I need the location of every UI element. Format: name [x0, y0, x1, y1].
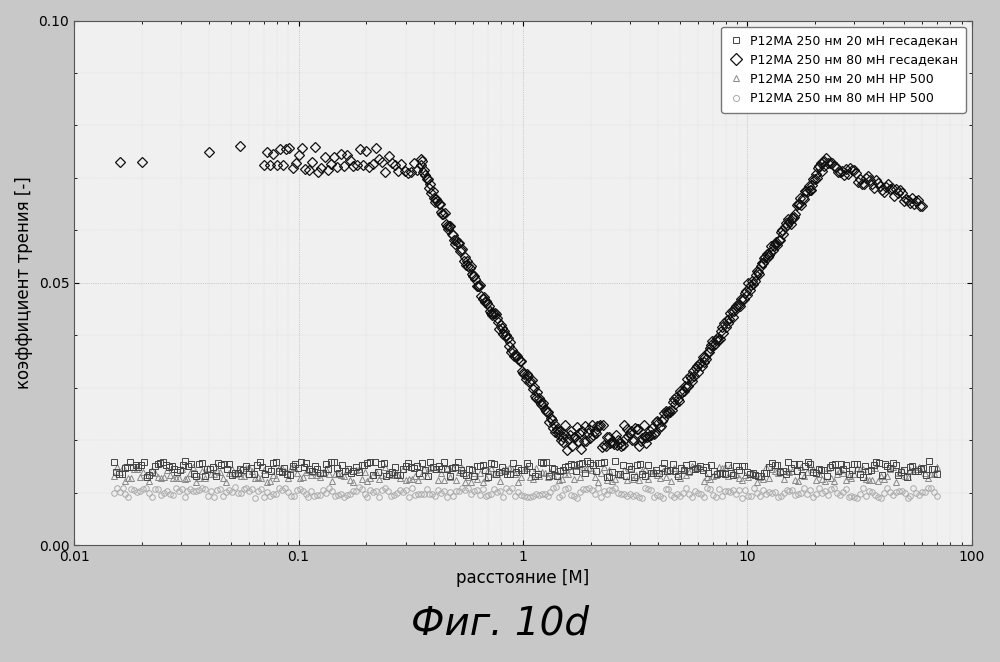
Р12МА 250 нм 20 мН гесадекан [857, 473, 869, 481]
Р12МА 250 нм 20 мН НР 500 [931, 463, 943, 471]
Р12МА 250 нм 20 мН гесадекан [595, 459, 607, 467]
Р12МА 250 нм 20 мН гесадекан [108, 458, 120, 466]
Р12МА 250 нм 80 мН гесадекан [363, 164, 375, 171]
Y-axis label: коэффициент трения [-]: коэффициент трения [-] [15, 176, 33, 389]
Р12МА 250 нм 80 мН НР 500 [238, 485, 250, 493]
Р12МА 250 нм 80 мН НР 500 [583, 485, 595, 493]
Р12МА 250 нм 20 мН НР 500 [792, 477, 804, 485]
Р12МА 250 нм 80 мН гесадекан [561, 446, 573, 453]
Р12МА 250 нм 20 мН НР 500 [618, 465, 630, 473]
Р12МА 250 нм 80 мН гесадекан [596, 444, 608, 451]
Р12МА 250 нм 20 мН НР 500 [686, 463, 698, 471]
Р12МА 250 нм 20 мН НР 500 [235, 471, 247, 479]
Р12МА 250 нм 80 мН гесадекан [681, 375, 693, 383]
Р12МА 250 нм 80 мН гесадекан [472, 283, 484, 291]
Р12МА 250 нм 80 мН гесадекан [576, 427, 588, 435]
Р12МА 250 нм 20 мН НР 500 [108, 473, 120, 481]
Р12МА 250 нм 20 мН НР 500 [459, 478, 471, 486]
Р12МА 250 нм 80 мН гесадекан [916, 203, 928, 211]
Р12МА 250 нм 80 мН гесадекан [234, 142, 246, 150]
Р12МА 250 нм 20 мН гесадекан [614, 470, 626, 478]
Р12МА 250 нм 80 мН НР 500 [249, 494, 261, 502]
Р12МА 250 нм 20 мН гесадекан [598, 458, 610, 466]
Р12МА 250 нм 20 мН гесадекан [931, 470, 943, 478]
Р12МА 250 нм 80 мН НР 500 [108, 489, 120, 497]
Р12МА 250 нм 80 мН НР 500 [621, 492, 633, 500]
Line: Р12МА 250 нм 80 мН НР 500: Р12МА 250 нм 80 мН НР 500 [111, 485, 940, 500]
Р12МА 250 нм 80 мН гесадекан [673, 397, 685, 405]
Р12МА 250 нм 80 мН гесадекан [114, 158, 126, 166]
Р12МА 250 нм 20 мН гесадекан [923, 457, 935, 465]
Р12МА 250 нм 80 мН НР 500 [931, 492, 943, 500]
Р12МА 250 нм 80 мН НР 500 [509, 492, 521, 500]
Legend: Р12МА 250 нм 20 мН гесадекан, Р12МА 250 нм 80 мН гесадекан, Р12МА 250 нм 20 мН Н: Р12МА 250 нм 20 мН гесадекан, Р12МА 250 … [721, 26, 966, 113]
Р12МА 250 нм 20 мН гесадекан [804, 460, 816, 468]
X-axis label: расстояние [М]: расстояние [М] [456, 569, 590, 587]
Line: Р12МА 250 нм 20 мН НР 500: Р12МА 250 нм 20 мН НР 500 [111, 463, 940, 485]
Р12МА 250 нм 20 мН НР 500 [798, 472, 810, 480]
Р12МА 250 нм 20 мН НР 500 [506, 465, 518, 473]
Р12МА 250 нм 80 мН НР 500 [798, 484, 810, 492]
Р12МА 250 нм 20 мН гесадекан [601, 473, 613, 481]
Text: Фиг. 10d: Фиг. 10d [411, 604, 589, 642]
Р12МА 250 нм 80 мН НР 500 [229, 483, 241, 491]
Line: Р12МА 250 нм 20 мН гесадекан: Р12МА 250 нм 20 мН гесадекан [111, 458, 940, 479]
Line: Р12МА 250 нм 80 мН гесадекан: Р12МА 250 нм 80 мН гесадекан [116, 142, 926, 453]
Р12МА 250 нм 20 мН НР 500 [580, 465, 592, 473]
Р12МА 250 нм 80 мН НР 500 [792, 491, 804, 498]
Р12МА 250 нм 20 мН гесадекан [110, 468, 122, 476]
